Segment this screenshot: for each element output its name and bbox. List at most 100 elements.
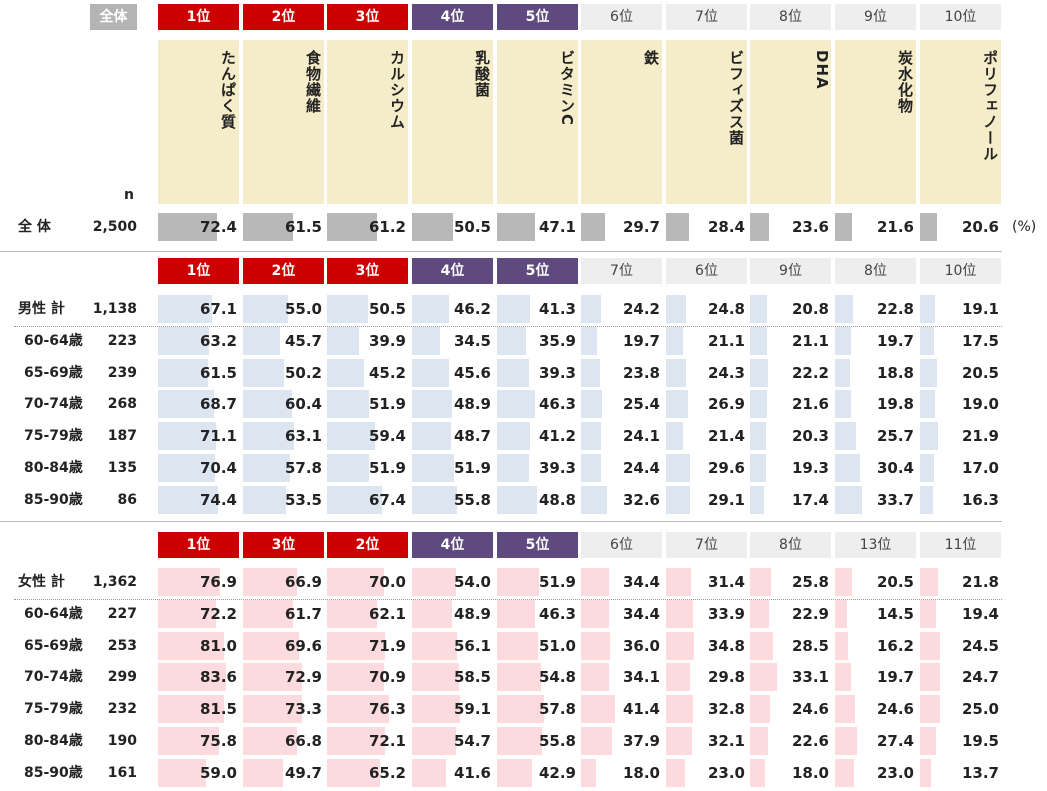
value-bar: [412, 759, 446, 787]
value-bar: [158, 486, 218, 514]
value-label: 73.3: [284, 700, 322, 718]
male-rank-badge: 7位: [581, 258, 662, 284]
value-label: 29.6: [707, 459, 745, 477]
category-label: ビタミンC: [558, 50, 576, 127]
value-label: 61.7: [284, 605, 322, 623]
value-bar: [158, 663, 226, 691]
value-label: 24.8: [707, 300, 745, 318]
value-bar: [327, 695, 389, 723]
value-bar: [666, 295, 686, 323]
value-label: 33.9: [707, 605, 745, 623]
value-bar: [158, 454, 215, 482]
value-bar: [158, 695, 224, 723]
category-header: たんぱく質: [158, 40, 239, 204]
value-label: 17.0: [961, 459, 999, 477]
value-bar: [327, 359, 364, 387]
row-n: 232: [107, 701, 137, 717]
value-label: 51.9: [453, 459, 491, 477]
value-bar: [497, 213, 535, 241]
overall-rank-badge: 5位: [497, 4, 578, 30]
section-divider: [0, 521, 1002, 522]
value-bar: [920, 454, 934, 482]
category-label: 食物繊維: [304, 50, 322, 114]
value-label: 41.2: [538, 427, 576, 445]
value-bar: [666, 632, 694, 660]
value-bar: [581, 454, 601, 482]
value-bar: [158, 727, 219, 755]
male-rank-badge: 2位: [243, 258, 324, 284]
value-bar: [666, 213, 689, 241]
row-label: 75-79歳: [24, 701, 83, 717]
male-rank-badge: 4位: [412, 258, 493, 284]
value-label: 27.4: [876, 732, 914, 750]
value-bar: [666, 663, 690, 691]
value-label: 54.0: [453, 573, 491, 591]
value-label: 54.8: [538, 668, 576, 686]
female-rank-badge: 7位: [666, 532, 747, 558]
value-bar: [835, 727, 857, 755]
value-bar: [750, 295, 767, 323]
value-bar: [666, 390, 688, 418]
female-rank-badge: 6位: [581, 532, 662, 558]
value-bar: [835, 759, 854, 787]
value-label: 24.6: [876, 700, 914, 718]
value-bar: [497, 568, 539, 596]
value-bar: [327, 568, 384, 596]
value-label: 70.9: [368, 668, 406, 686]
value-label: 34.4: [622, 605, 660, 623]
value-bar: [920, 663, 940, 691]
value-bar: [581, 663, 609, 691]
value-label: 56.1: [453, 637, 491, 655]
value-label: 20.3: [791, 427, 829, 445]
value-bar: [750, 727, 768, 755]
value-bar: [158, 295, 212, 323]
value-bar: [666, 359, 686, 387]
value-bar: [497, 695, 544, 723]
value-bar: [750, 663, 777, 691]
value-label: 19.0: [961, 395, 999, 413]
value-bar: [666, 727, 692, 755]
category-label: たんぱく質: [219, 50, 237, 130]
value-label: 39.3: [538, 364, 576, 382]
row-label: 65-69歳: [24, 638, 83, 654]
value-label: 76.9: [199, 573, 237, 591]
value-label: 48.7: [453, 427, 491, 445]
value-bar: [412, 213, 453, 241]
row-label: 80-84歳: [24, 460, 83, 476]
row-label: 80-84歳: [24, 733, 83, 749]
value-label: 20.5: [876, 573, 914, 591]
value-label: 57.8: [284, 459, 322, 477]
value-bar: [497, 486, 537, 514]
value-label: 19.4: [961, 605, 999, 623]
value-bar: [920, 390, 935, 418]
overall-rank-badge: 6位: [581, 4, 662, 30]
row-n: 268: [107, 396, 137, 412]
category-header: 鉄: [581, 40, 662, 204]
row-n: 86: [117, 492, 137, 508]
value-label: 19.3: [791, 459, 829, 477]
value-label: 16.2: [876, 637, 914, 655]
value-label: 71.1: [199, 427, 237, 445]
value-label: 24.7: [961, 668, 999, 686]
value-bar: [497, 422, 530, 450]
value-bar: [497, 295, 530, 323]
value-bar: [581, 632, 610, 660]
value-label: 22.9: [791, 605, 829, 623]
value-bar: [243, 600, 293, 628]
value-label: 24.2: [622, 300, 660, 318]
n-header: n: [124, 187, 134, 203]
overall-rank-badge: 8位: [750, 4, 831, 30]
value-bar: [243, 663, 302, 691]
value-label: 22.8: [876, 300, 914, 318]
value-label: 72.9: [284, 668, 322, 686]
row-n: 2,500: [92, 219, 137, 235]
value-label: 31.4: [707, 573, 745, 591]
value-label: 46.3: [538, 395, 576, 413]
row-n: 161: [107, 765, 137, 781]
section-divider: [0, 251, 1002, 252]
male-rank-badge: 3位: [327, 258, 408, 284]
value-label: 37.9: [622, 732, 660, 750]
value-label: 61.5: [199, 364, 237, 382]
value-bar: [835, 486, 862, 514]
value-bar: [581, 568, 609, 596]
